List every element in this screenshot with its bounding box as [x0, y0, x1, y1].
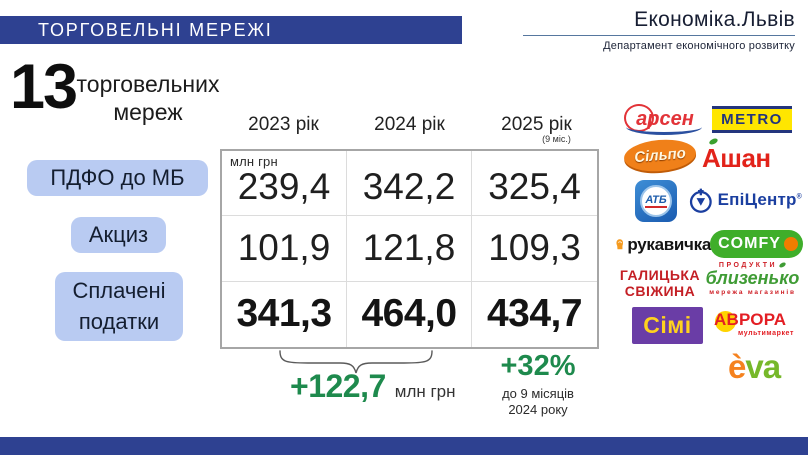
arsen-swoosh-icon [626, 127, 702, 135]
cell-value: 325,4 [488, 166, 581, 208]
halytska-line2: СВІЖИНА [624, 282, 696, 299]
bottom-bar [0, 437, 808, 455]
auchan-label: Ашан [702, 142, 771, 173]
logo-silpo: Сільпо [622, 136, 698, 175]
table-cell-pdfo-2024: 342,2 [347, 151, 472, 217]
delta-annotation: +122,7 млн грн [290, 368, 456, 405]
logo-avrora: АВРОРА мультимаркет [714, 310, 800, 337]
brand-block: Економіка.Львів Департамент економічного… [495, 8, 795, 52]
logo-auchan: Ашан [702, 137, 796, 174]
cell-value: 239,4 [237, 166, 331, 208]
brand-subtitle: Департамент економічного розвитку [603, 40, 795, 52]
cell-value: 464,0 [361, 292, 457, 336]
column-header-2024: 2024 рік [374, 114, 445, 135]
halytska-line1: ГАЛИЦЬКА [619, 267, 701, 283]
percent-value: +32% [500, 350, 576, 382]
logo-epicentr: ЕпіЦентр® [688, 186, 802, 214]
cell-value: 434,7 [486, 292, 583, 336]
tax-table: млн грн 239,4 342,2 325,4 101,9 121,8 10… [220, 149, 599, 349]
percent-note-line1: до 9 місяців [502, 386, 574, 401]
brand-divider [523, 35, 795, 36]
rukavychka-label: рукавичка [627, 234, 711, 254]
table-cell-pdfo-2025: 325,4 [472, 151, 597, 217]
cell-value: 101,9 [237, 227, 331, 269]
column-header-2025: 2025 рік [501, 114, 572, 135]
logo-metro: METRO [712, 106, 792, 133]
logo-halytska-svizhyna: ГАЛИЦЬКА СВІЖИНА [618, 267, 702, 299]
registered-mark: ® [796, 193, 802, 201]
blyzenko-sub-label: мережа магазинів [709, 288, 796, 296]
table-cell-aktsyz-2024: 121,8 [347, 216, 472, 282]
percent-note-line2: 2024 року [508, 402, 568, 418]
eva-e-label: è [728, 348, 746, 385]
table-cell-aktsyz-2023: 101,9 [222, 216, 347, 282]
mitten-icon [616, 239, 624, 250]
brand-name: Економіка.Львів [634, 8, 795, 31]
blyzenko-top-label: ПРОДУКТИ [704, 261, 801, 269]
count-label-line1: торговельних [76, 71, 220, 97]
metro-label: METRO [721, 111, 783, 128]
silpo-label: Сільпо [633, 144, 687, 167]
logo-rukavychka: рукавичка [615, 231, 711, 258]
blyzenko-label: близенько [705, 268, 800, 288]
logo-simi: Сімі [632, 307, 703, 344]
comfy-label: COMFY [718, 235, 781, 252]
arsen-label: арсен [636, 107, 694, 130]
eva-va-label: va [745, 348, 781, 385]
count-label-line2: мереж [113, 98, 183, 125]
atb-label: АТБ [645, 194, 667, 209]
row-label-aktsyz: Акциз [71, 217, 166, 253]
table-cell-total-2024: 464,0 [347, 281, 472, 347]
cell-value: 341,3 [236, 292, 332, 336]
brace-icon [279, 350, 433, 374]
table-cell-pdfo-2023: млн грн 239,4 [222, 151, 347, 217]
cell-value: 342,2 [362, 166, 456, 208]
delta-unit: млн грн [394, 382, 456, 401]
logo-comfy: COMFY [710, 230, 803, 258]
networks-count-label: торговельних мереж [70, 71, 226, 126]
unit-label: млн грн [230, 154, 278, 169]
epicentr-arrow-icon [689, 188, 712, 213]
cell-value: 121,8 [362, 227, 456, 269]
logo-blyzenko: ПРОДУКТИ близенько мережа магазинів [704, 261, 801, 296]
epicentr-label: ЕпіЦентр® [717, 190, 802, 209]
networks-count: 13 [10, 52, 78, 122]
percent-annotation: +32% до 9 місяців 2024 року [486, 352, 590, 419]
column-header-2023: 2023 рік [248, 114, 319, 135]
avrora-label: АВРОРА [714, 310, 787, 329]
title-banner: ТОРГОВЕЛЬНІ МЕРЕЖІ [0, 16, 462, 44]
logo-arsen: арсен [624, 104, 706, 135]
table-cell-aktsyz-2025: 109,3 [472, 216, 597, 282]
table-cell-total-2025: 434,7 [472, 282, 597, 347]
row-label-pdfo: ПДФО до МБ [27, 160, 208, 196]
logo-eva: èva [728, 348, 781, 385]
atb-circle-icon: АТБ [640, 185, 672, 217]
column-header-2025-note: (9 міс.) [542, 134, 571, 144]
avrora-circle-icon [715, 311, 736, 332]
page-title: ТОРГОВЕЛЬНІ МЕРЕЖІ [38, 19, 273, 40]
avrora-sub-label: мультимаркет [738, 330, 794, 337]
simi-label: Сімі [643, 312, 692, 338]
table-cell-total-2023: 341,3 [222, 281, 347, 347]
comfy-dot-icon [784, 237, 798, 251]
percent-note: до 9 місяців 2024 року [486, 386, 590, 419]
row-label-splacheni-podatky: Сплачені податки [55, 272, 183, 341]
logo-atb: АТБ [635, 180, 677, 222]
delta-value: +122,7 [290, 368, 386, 404]
cell-value: 109,3 [488, 227, 581, 269]
